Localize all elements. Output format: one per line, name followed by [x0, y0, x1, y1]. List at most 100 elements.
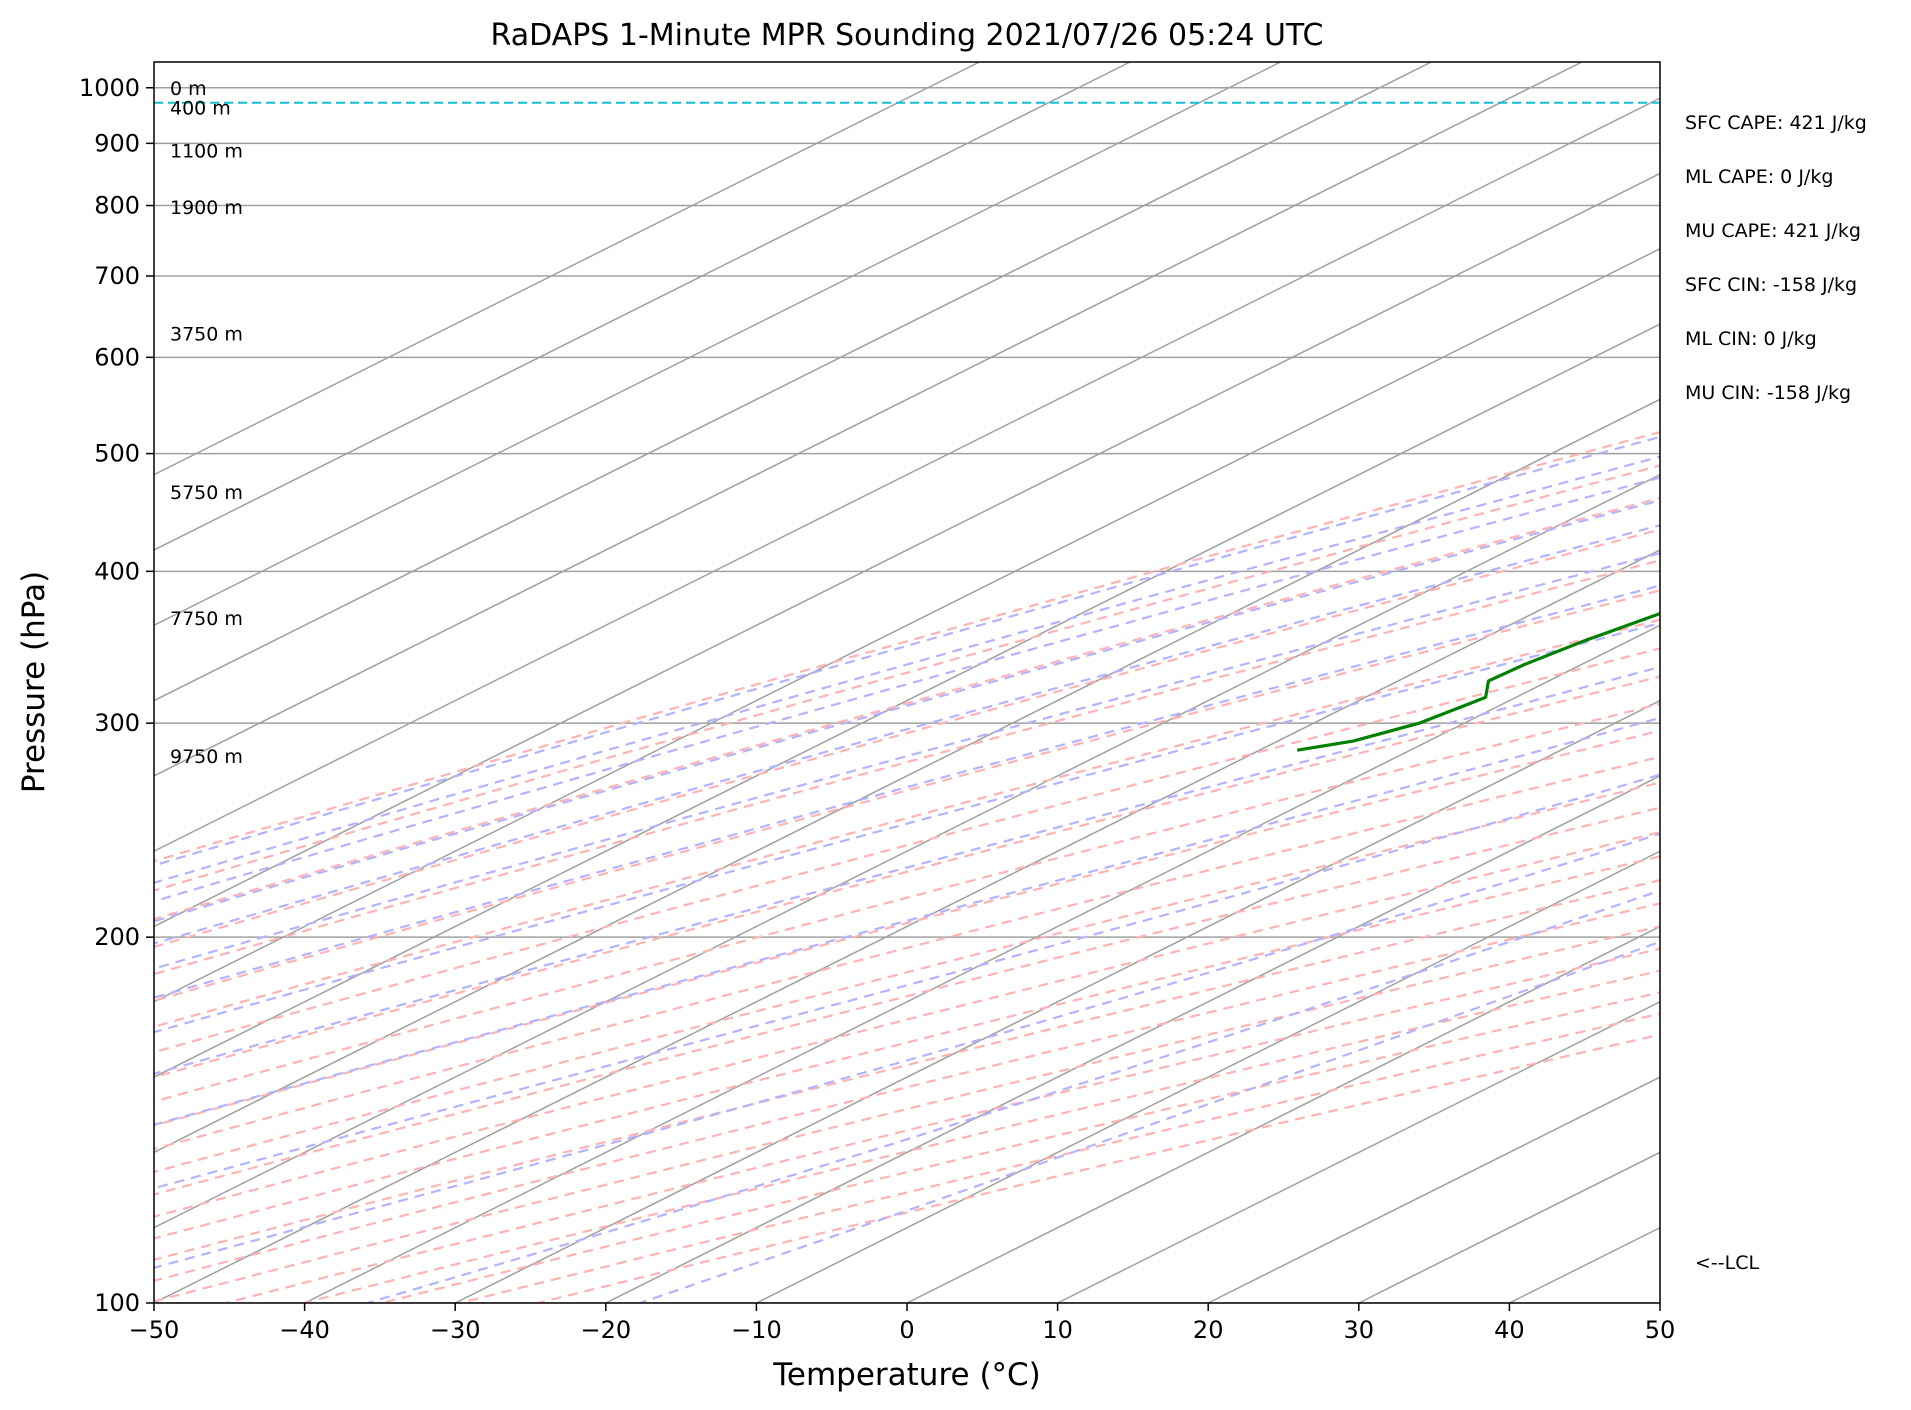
isotherm-line [1659, 1302, 1660, 1303]
isotherm-line [154, 97, 1660, 853]
dry-adiabat-line [154, 430, 1660, 863]
stat-label: SFC CIN: -158 J/kg [1685, 274, 1857, 296]
dry-adiabat-line [225, 947, 1660, 1303]
lcl-label: <--LCL [1695, 1252, 1759, 1274]
x-tick-label: 10 [1042, 1316, 1073, 1344]
isotherm-line [1358, 1151, 1660, 1303]
isotherm-line [154, 549, 1660, 1303]
height-label: 1100 m [170, 140, 243, 162]
dry-adiabat-line [154, 618, 1660, 1028]
x-tick-label: 40 [1494, 1316, 1525, 1344]
x-tick-label: −40 [279, 1316, 330, 1344]
isotherm-line [154, 172, 1660, 928]
moist-adiabat-line [367, 889, 1660, 1303]
isotherm-line [154, 62, 1281, 627]
moist-adiabat-line [154, 552, 1660, 970]
height-label: 3750 m [170, 323, 243, 345]
height-label: 400 m [170, 98, 231, 120]
y-tick-label: 800 [94, 192, 140, 220]
dry-adiabat-line [154, 496, 1660, 921]
stat-label: MU CAPE: 421 J/kg [1685, 220, 1861, 242]
stat-label: SFC CAPE: 421 J/kg [1685, 112, 1867, 134]
isotherm-line [154, 62, 980, 476]
isotherm-line [154, 62, 1131, 551]
isotherm-line [154, 323, 1660, 1078]
x-tick-label: −10 [731, 1316, 782, 1344]
dry-adiabat-line [154, 675, 1660, 1079]
isotherm-line [756, 850, 1660, 1303]
background-lines [154, 62, 1911, 1303]
isotherm-line [1207, 1076, 1660, 1303]
isotherm-line [1509, 1226, 1660, 1303]
isotherm-line [304, 624, 1660, 1303]
isotherm-line [154, 62, 1583, 777]
isotherm-line [154, 398, 1660, 1154]
moist-adiabat-line [639, 940, 1660, 1303]
y-tick-label: 500 [94, 440, 140, 468]
x-tick-label: −30 [430, 1316, 481, 1344]
dry-adiabat-line [154, 729, 1660, 1127]
x-tick-label: −20 [580, 1316, 631, 1344]
x-tick-label: 0 [899, 1316, 914, 1344]
dry-adiabat-line [537, 1033, 1660, 1303]
dry-adiabat-line [154, 755, 1660, 1151]
height-label: 1900 m [170, 197, 243, 219]
isotherm-line [154, 62, 1432, 702]
dry-adiabat-line [154, 559, 1660, 976]
moist-adiabat-line [154, 773, 1660, 1190]
y-tick-label: 400 [94, 557, 140, 585]
height-label: 9750 m [170, 746, 243, 768]
y-tick-label: 600 [94, 343, 140, 371]
isotherm-line [906, 925, 1660, 1303]
dry-adiabat-line [154, 464, 1660, 892]
dry-adiabat-line [154, 925, 1660, 1303]
height-labels: 9750 m 7750 m 5750 m 3750 m 1900 m 1100 m 400 … [170, 78, 243, 768]
x-tick-label: 30 [1344, 1316, 1375, 1344]
moist-adiabat-line [154, 716, 1660, 1126]
dry-adiabat-line [303, 969, 1660, 1303]
stat-label: ML CAPE: 0 J/kg [1685, 166, 1833, 188]
y-axis-ticks: 100 200 300 400 500 600 700 800 900 1000 [79, 74, 154, 1317]
y-tick-label: 900 [94, 129, 140, 157]
moist-adiabat-line [154, 435, 1660, 867]
moist-adiabat-line [154, 524, 1660, 945]
x-axis-title: Temperature (°C) [772, 1357, 1041, 1393]
dry-adiabat-line [154, 589, 1660, 1002]
moist-adiabat-line [154, 499, 1660, 923]
dry-adiabat-line [154, 855, 1660, 1240]
chart-title: RaDAPS 1-Minute MPR Sounding 2021/07/26 … [491, 18, 1324, 53]
x-tick-label: −50 [129, 1316, 180, 1344]
stat-label: ML CIN: 0 J/kg [1685, 328, 1817, 350]
isotherm-line [1811, 62, 1911, 1303]
dewpoint-line [1296, 611, 1660, 752]
y-tick-label: 1000 [79, 74, 140, 102]
x-tick-label: 50 [1645, 1316, 1676, 1344]
dry-adiabat-line [154, 806, 1660, 1196]
dry-adiabat-line [154, 781, 1660, 1174]
y-tick-label: 100 [94, 1289, 140, 1317]
moist-adiabat-line [154, 584, 1660, 999]
moist-adiabat-line [154, 832, 1660, 1269]
height-label: 0 m [170, 78, 207, 100]
moist-adiabat-line [154, 621, 1660, 1034]
isotherm-line [1057, 1000, 1660, 1303]
y-tick-label: 300 [94, 709, 140, 737]
moist-adiabat-line [154, 665, 1660, 1075]
moist-adiabat-line [154, 455, 1660, 884]
dry-adiabat-line [154, 702, 1660, 1103]
dry-adiabat-line [381, 991, 1660, 1303]
isotherm-line [605, 775, 1660, 1303]
dry-adiabat-line [154, 879, 1660, 1261]
y-axis-title: Pressure (hPa) [16, 571, 52, 793]
isotherm-line [454, 699, 1660, 1303]
x-axis-ticks: −50 −40 −30 −20 −10 0 10 20 30 40 50 [129, 1303, 1676, 1344]
dry-adiabat-line [154, 831, 1660, 1218]
height-label: 5750 m [170, 482, 243, 504]
isotherm-line [154, 473, 1660, 1229]
stat-label: MU CIN: -158 J/kg [1685, 382, 1851, 404]
dry-adiabat-line [154, 528, 1660, 949]
x-tick-label: 20 [1193, 1316, 1224, 1344]
y-tick-label: 200 [94, 923, 140, 951]
